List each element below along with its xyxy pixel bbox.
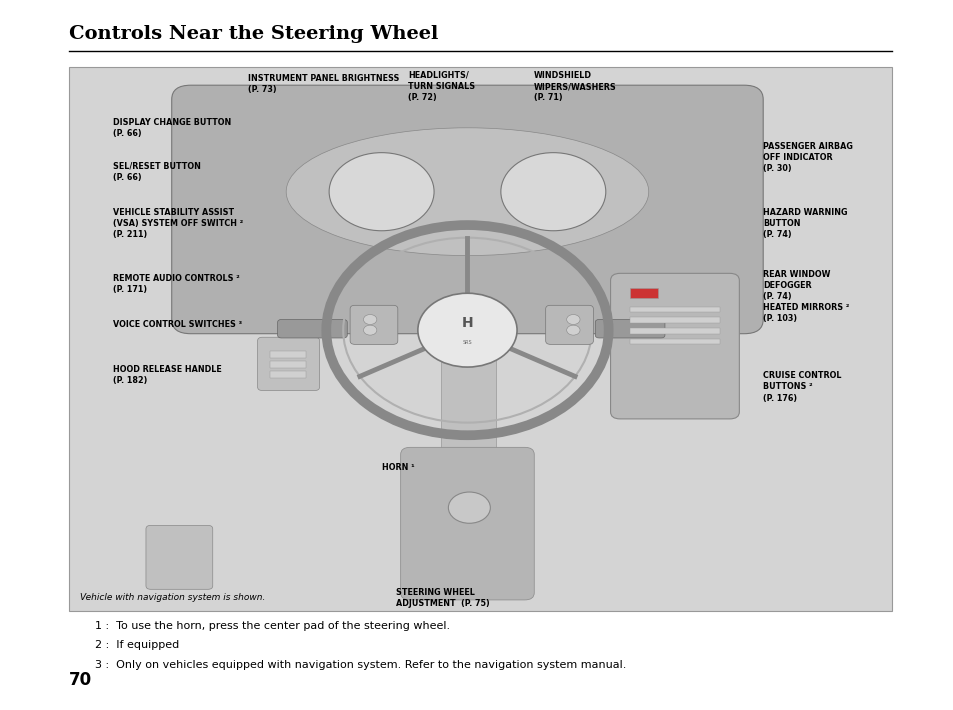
Text: STEERING WHEEL
ADJUSTMENT  (P. 75): STEERING WHEEL ADJUSTMENT (P. 75) <box>395 588 489 608</box>
FancyBboxPatch shape <box>350 305 397 344</box>
Text: CRUISE CONTROL
BUTTONS ²
(P. 176): CRUISE CONTROL BUTTONS ² (P. 176) <box>762 371 841 403</box>
FancyBboxPatch shape <box>146 525 213 589</box>
Text: 1 :  To use the horn, press the center pad of the steering wheel.: 1 : To use the horn, press the center pa… <box>95 621 450 630</box>
FancyBboxPatch shape <box>277 320 347 338</box>
Text: 3 :  Only on vehicles equipped with navigation system. Refer to the navigation s: 3 : Only on vehicles equipped with navig… <box>95 660 626 670</box>
Text: 2 :  If equipped: 2 : If equipped <box>95 640 179 650</box>
Circle shape <box>448 492 490 523</box>
Text: REAR WINDOW
DEFOGGER
(P. 74)
HEATED MIRRORS ²
(P. 103): REAR WINDOW DEFOGGER (P. 74) HEATED MIRR… <box>762 270 849 324</box>
FancyBboxPatch shape <box>440 334 496 490</box>
Bar <box>270 351 306 358</box>
Bar <box>270 371 306 378</box>
Text: HOOD RELEASE HANDLE
(P. 182): HOOD RELEASE HANDLE (P. 182) <box>112 365 221 385</box>
Circle shape <box>566 315 579 324</box>
Text: VOICE CONTROL SWITCHES ³: VOICE CONTROL SWITCHES ³ <box>112 320 241 329</box>
Circle shape <box>566 325 579 335</box>
Text: DISPLAY CHANGE BUTTON
(P. 66): DISPLAY CHANGE BUTTON (P. 66) <box>112 118 231 138</box>
FancyBboxPatch shape <box>400 447 534 600</box>
Text: Controls Near the Steering Wheel: Controls Near the Steering Wheel <box>69 25 437 43</box>
FancyBboxPatch shape <box>545 305 593 344</box>
Text: HORN ¹: HORN ¹ <box>381 463 414 472</box>
Circle shape <box>363 315 376 324</box>
Text: WINDSHIELD
WIPERS/WASHERS
(P. 71): WINDSHIELD WIPERS/WASHERS (P. 71) <box>534 71 617 102</box>
FancyBboxPatch shape <box>610 273 739 419</box>
FancyBboxPatch shape <box>595 320 664 338</box>
Text: SEL/RESET BUTTON
(P. 66): SEL/RESET BUTTON (P. 66) <box>112 162 200 182</box>
Text: SRS: SRS <box>462 340 472 346</box>
Text: INSTRUMENT PANEL BRIGHTNESS
(P. 73): INSTRUMENT PANEL BRIGHTNESS (P. 73) <box>248 74 399 94</box>
Text: HAZARD WARNING
BUTTON
(P. 74): HAZARD WARNING BUTTON (P. 74) <box>762 208 847 239</box>
Bar <box>629 288 658 298</box>
Circle shape <box>329 153 434 231</box>
Text: H: H <box>461 316 473 330</box>
Text: Vehicle with navigation system is shown.: Vehicle with navigation system is shown. <box>80 593 265 602</box>
Text: HEADLIGHTS/
TURN SIGNALS
(P. 72): HEADLIGHTS/ TURN SIGNALS (P. 72) <box>408 71 475 102</box>
Circle shape <box>363 325 376 335</box>
Bar <box>629 307 720 312</box>
Ellipse shape <box>286 128 648 256</box>
Text: VEHICLE STABILITY ASSIST
(VSA) SYSTEM OFF SWITCH ²
(P. 211): VEHICLE STABILITY ASSIST (VSA) SYSTEM OF… <box>112 208 243 239</box>
Bar <box>629 339 720 344</box>
Bar <box>629 328 720 334</box>
Text: REMOTE AUDIO CONTROLS ²
(P. 171): REMOTE AUDIO CONTROLS ² (P. 171) <box>112 274 239 294</box>
Text: 70: 70 <box>69 671 91 689</box>
Circle shape <box>417 293 517 367</box>
FancyBboxPatch shape <box>257 337 319 391</box>
Bar <box>69 67 891 611</box>
FancyBboxPatch shape <box>172 85 762 334</box>
Bar <box>270 361 306 368</box>
Circle shape <box>500 153 605 231</box>
Text: PASSENGER AIRBAG
OFF INDICATOR
(P. 30): PASSENGER AIRBAG OFF INDICATOR (P. 30) <box>762 142 852 173</box>
Bar <box>629 317 720 323</box>
